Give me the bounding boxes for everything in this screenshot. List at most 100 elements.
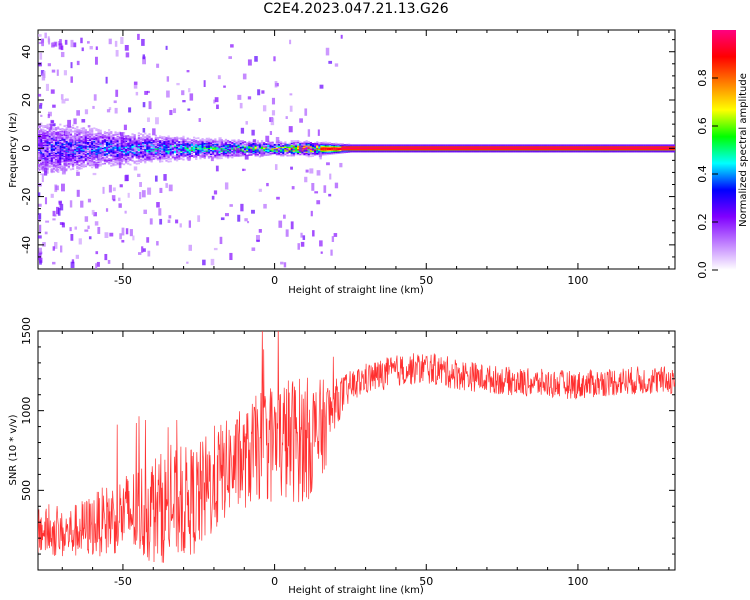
spectrogram-cell	[263, 144, 266, 147]
spectrogram-cell	[239, 146, 242, 149]
spectrogram-cell	[88, 131, 92, 134]
spectrogram-cell	[324, 143, 327, 146]
spectrogram-cell	[67, 154, 70, 157]
spectrogram-cell	[333, 144, 336, 146]
spectrogram-cell	[305, 148, 308, 151]
spectrogram-cell	[207, 142, 211, 145]
spectrogram-cell	[173, 146, 177, 149]
spectrogram-cell	[163, 144, 166, 147]
spectrogram-cell	[303, 146, 306, 149]
spectrogram-cell	[91, 147, 94, 149]
spectrogram-cell	[184, 154, 187, 157]
spectrogram-cell	[131, 145, 134, 148]
spectrogram-cell	[95, 128, 98, 130]
spectrogram-cell	[59, 167, 62, 169]
spectrogram-cell	[65, 127, 68, 129]
spectrogram-cell	[57, 163, 60, 166]
spectrogram-cell	[188, 149, 191, 152]
spectrogram-cell	[46, 137, 49, 139]
spectrogram-cell	[59, 145, 62, 148]
spectrogram-cell	[254, 146, 257, 149]
spectrogram-cell	[71, 127, 75, 129]
spectrogram-cell	[99, 152, 102, 155]
spectrogram-cell	[97, 143, 100, 146]
spectrogram-cell	[277, 152, 281, 155]
spectrogram-cell	[239, 149, 242, 152]
spectrogram-cell	[207, 137, 211, 140]
spectrogram-cell	[290, 153, 293, 156]
spectrogram-cell	[195, 152, 198, 154]
spectrogram-cell	[82, 139, 85, 142]
spectrogram-cell	[148, 141, 151, 144]
spectrogram-cell	[182, 156, 185, 159]
spectrogram-cell	[118, 146, 121, 148]
spectrogram-cell	[314, 148, 317, 151]
spectrogram-cell	[114, 141, 117, 143]
spectrogram-cell	[103, 154, 107, 156]
spectrogram-speck	[70, 76, 73, 83]
spectrogram-cell	[205, 140, 208, 143]
spectrogram-cell	[305, 150, 308, 153]
spectrogram-speck	[146, 90, 150, 94]
spectrogram-cell	[159, 151, 162, 153]
spectrogram-cell	[97, 163, 100, 166]
spectrogram-cell	[237, 145, 240, 148]
spectrogram-speck	[156, 63, 160, 68]
spectrogram-cell	[125, 151, 128, 153]
spectrogram-cell	[159, 153, 162, 156]
spectrogram-speck	[223, 85, 226, 88]
spectrogram-cell	[267, 141, 270, 144]
spectrogram-speck	[72, 137, 76, 145]
spectrogram-cell	[250, 145, 253, 148]
spectrogram-cell	[99, 144, 102, 146]
spectrogram-cell	[167, 154, 170, 157]
spectrogram-speck	[271, 97, 276, 105]
spectrogram-speck	[70, 62, 73, 69]
spectrogram-cell	[180, 155, 183, 158]
spectrogram-speck	[105, 76, 108, 84]
spectrogram-cell	[197, 148, 200, 150]
spectrogram-cell	[48, 157, 51, 160]
spectrogram-cell	[78, 166, 81, 169]
spectrogram-cell	[214, 138, 217, 141]
spectrogram-cell	[309, 155, 312, 158]
spectrogram-speck	[144, 90, 148, 95]
spectrogram-cell	[42, 153, 45, 156]
spectrogram-cell	[294, 152, 298, 155]
spectrogram-cell	[201, 145, 204, 148]
spectrogram-cell	[84, 137, 87, 140]
spectrogram-cell	[331, 146, 334, 149]
spectrogram-cell	[292, 152, 295, 155]
spectrogram-speck	[91, 209, 95, 215]
spectrogram-cell	[167, 145, 170, 147]
spectrogram-cell	[322, 141, 325, 144]
spectrogram-cell	[152, 139, 155, 142]
spectrogram-cell	[220, 145, 223, 148]
spectrogram-cell	[50, 158, 53, 160]
spectrogram-cell	[44, 129, 47, 132]
spectrogram-speck	[300, 241, 305, 247]
spectrogram-cell	[154, 138, 157, 141]
spectrogram-cell	[154, 142, 157, 144]
spectrogram-cell	[260, 148, 264, 151]
spectrogram-cell	[116, 145, 119, 148]
spectrogram-cell	[280, 151, 283, 153]
spectrogram-cell	[40, 137, 43, 139]
spectrogram-cell	[38, 145, 41, 148]
spectrogram-cell	[178, 153, 181, 156]
spectrogram-cell	[52, 143, 56, 145]
spectrogram-cell	[127, 136, 130, 139]
spectrogram-cell	[54, 159, 58, 162]
spectrogram-cell	[273, 152, 276, 155]
spectrogram-speck	[58, 159, 62, 166]
spectrogram-cell	[163, 155, 166, 158]
spectrogram-cell	[67, 147, 70, 150]
spectrogram-cell	[292, 141, 295, 144]
spectrogram-cell	[95, 136, 98, 139]
spectrogram-speck	[69, 139, 73, 143]
spectrogram-cell	[316, 144, 319, 147]
spectrogram-cell	[226, 144, 230, 147]
spectrogram-cell	[335, 151, 338, 153]
spectrogram-cell	[67, 138, 70, 141]
